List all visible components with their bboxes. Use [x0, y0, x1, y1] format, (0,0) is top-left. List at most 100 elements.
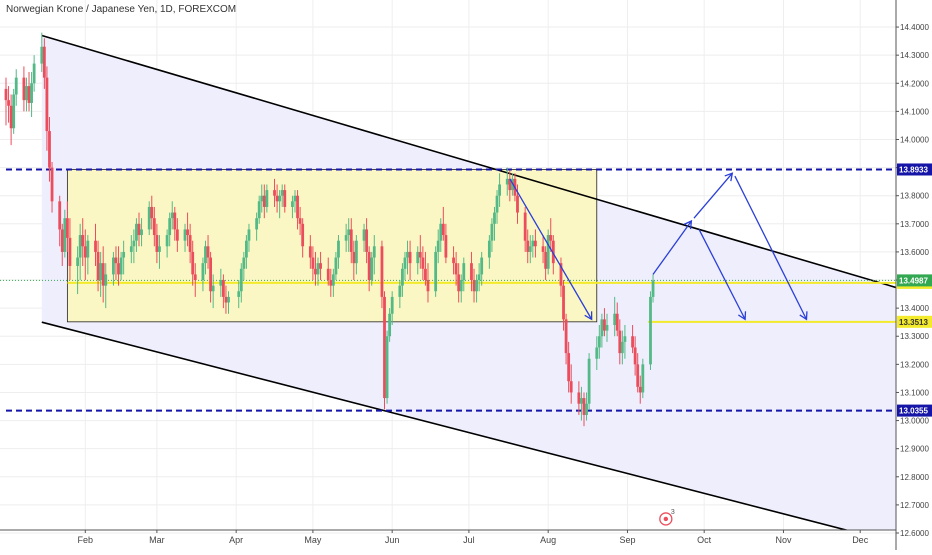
candle — [280, 184, 284, 207]
candle — [242, 251, 246, 281]
candle — [22, 66, 26, 112]
candle — [498, 173, 501, 207]
time-tick-label: Sep — [619, 535, 635, 545]
candle-body — [7, 100, 10, 106]
candle-body — [99, 263, 103, 281]
candle-body — [367, 251, 371, 281]
candle-body — [186, 229, 189, 236]
price-tick-label: 12.8000 — [900, 473, 929, 482]
candle-body — [298, 218, 302, 224]
candle — [595, 336, 599, 370]
candle-body — [50, 167, 54, 202]
candle-body — [562, 285, 565, 320]
candle — [487, 235, 491, 269]
candle — [201, 257, 205, 292]
candle-body — [27, 86, 31, 103]
time-tick-label: Aug — [540, 535, 556, 545]
candle-body — [188, 235, 192, 252]
projection-arrow — [652, 219, 693, 275]
candle — [140, 218, 143, 247]
candle-body — [498, 184, 501, 196]
candle — [526, 229, 530, 264]
candle-body — [283, 190, 287, 207]
candle-body — [278, 195, 282, 202]
candle — [165, 229, 169, 258]
candle — [60, 223, 64, 266]
candle-body — [636, 364, 640, 387]
price-tick-label: 14.2000 — [900, 79, 929, 88]
candle-body — [326, 268, 330, 281]
candle-body — [349, 229, 353, 252]
candle-body — [308, 246, 312, 258]
candle-body — [68, 237, 72, 266]
candle-body — [58, 201, 62, 230]
candle — [273, 178, 276, 207]
candle-body — [42, 46, 46, 78]
candle — [27, 72, 31, 112]
candle-body — [25, 86, 28, 101]
candle — [370, 251, 374, 286]
candle-body — [533, 240, 537, 247]
candle — [434, 246, 438, 297]
candle — [147, 201, 151, 236]
candle — [424, 251, 427, 286]
candle — [173, 206, 177, 241]
candle — [219, 268, 223, 297]
ideas-badge[interactable]: 3 — [659, 509, 675, 526]
candle-body — [434, 251, 438, 292]
candle — [291, 195, 294, 219]
candle-body — [12, 94, 16, 129]
level-price-tag: 13.3513 — [897, 315, 932, 328]
candle-body — [372, 246, 376, 258]
candle — [78, 223, 82, 281]
candle — [30, 72, 33, 117]
candle-body — [114, 257, 118, 264]
candle-body — [86, 240, 90, 258]
candle — [76, 246, 80, 295]
candle-body — [191, 251, 195, 275]
price-tick-label: 13.1000 — [900, 388, 929, 397]
candle-body — [408, 251, 412, 264]
candle — [209, 251, 212, 303]
candle-body — [633, 347, 637, 365]
candle — [457, 263, 461, 303]
candle-body — [237, 291, 241, 297]
candle — [311, 246, 315, 281]
candle — [347, 218, 351, 252]
candle-body — [551, 240, 555, 264]
candle-body — [416, 251, 420, 264]
candle — [119, 251, 123, 281]
candle — [132, 229, 136, 264]
candle-body — [441, 223, 445, 236]
candle-body — [454, 263, 458, 275]
candle-body — [112, 257, 115, 275]
candle-body — [567, 353, 571, 382]
candle — [505, 167, 509, 196]
candle-body — [122, 251, 126, 258]
candle — [416, 246, 420, 275]
candle — [275, 184, 279, 213]
candle — [4, 77, 8, 126]
candle-body — [475, 280, 478, 292]
candle-body — [493, 212, 496, 224]
candle — [477, 263, 481, 292]
candle-body — [388, 313, 392, 337]
candle-body — [150, 206, 154, 219]
candle-body — [204, 246, 207, 264]
candle-body — [63, 218, 67, 252]
candle-body — [385, 336, 389, 399]
candle — [390, 291, 394, 325]
candle-body — [101, 263, 105, 286]
candle-body — [60, 229, 64, 252]
candle-body — [119, 257, 123, 275]
candle-body — [132, 240, 136, 247]
candle-body — [444, 235, 448, 258]
candle-body — [168, 218, 172, 236]
candle-body — [620, 341, 624, 354]
candle-body — [275, 195, 279, 202]
candle — [247, 223, 251, 252]
candle-body — [147, 206, 151, 230]
time-tick-label: Apr — [229, 535, 243, 545]
level-price-tag-bg — [897, 163, 932, 176]
